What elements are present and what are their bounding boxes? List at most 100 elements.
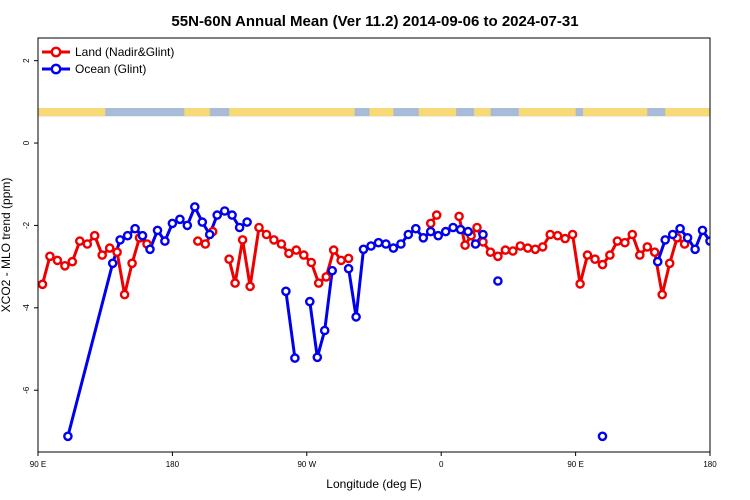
land-point bbox=[67, 256, 78, 267]
land-point bbox=[560, 233, 570, 244]
land-point bbox=[523, 243, 533, 253]
y-tick-label: -2 bbox=[22, 221, 31, 229]
land-point bbox=[597, 259, 608, 270]
ocean-point bbox=[366, 241, 376, 251]
ocean-point bbox=[705, 236, 710, 246]
ocean-point bbox=[242, 217, 252, 227]
y-tick-label: 0 bbox=[22, 140, 31, 145]
land-point bbox=[112, 247, 122, 257]
ocean-point bbox=[281, 286, 291, 297]
ocean-point bbox=[690, 244, 700, 255]
land-point bbox=[261, 229, 272, 240]
x-tick-label: 90 W bbox=[297, 460, 316, 469]
land-point bbox=[127, 258, 137, 269]
land-point bbox=[89, 230, 100, 241]
ocean-point bbox=[204, 229, 215, 240]
ocean-point bbox=[478, 229, 488, 240]
land-point bbox=[612, 236, 623, 246]
ocean-line-0 bbox=[66, 205, 249, 438]
ocean-point bbox=[130, 223, 140, 234]
ocean-point bbox=[682, 232, 693, 243]
land-point bbox=[635, 250, 645, 260]
band-land-8 bbox=[665, 108, 710, 117]
ocean-point bbox=[396, 239, 406, 249]
band-land-1 bbox=[184, 108, 210, 117]
land-point bbox=[575, 279, 585, 289]
ocean-point bbox=[290, 353, 300, 363]
y-axis: 2 0 -2 -4 -6 bbox=[22, 58, 38, 394]
land-point bbox=[38, 279, 48, 290]
ocean-point bbox=[160, 236, 170, 246]
x-tick-label: 90 E bbox=[567, 460, 583, 469]
ocean-point bbox=[197, 217, 208, 227]
ocean-point bbox=[403, 229, 414, 240]
x-tick-label: 180 bbox=[703, 460, 717, 469]
band-land-7 bbox=[583, 108, 648, 117]
ocean-point bbox=[351, 312, 361, 322]
land-point bbox=[313, 278, 324, 288]
x-tick-label: 180 bbox=[166, 460, 180, 469]
land-point bbox=[276, 239, 287, 249]
land-point bbox=[328, 245, 339, 255]
legend-land-label: Land (Nadir&Glint) bbox=[75, 45, 174, 59]
ocean-line-2 bbox=[308, 269, 334, 359]
y-tick-label: 2 bbox=[22, 58, 31, 63]
ocean-point bbox=[189, 202, 200, 212]
ocean-point bbox=[455, 224, 466, 235]
ocean-point bbox=[227, 210, 237, 220]
land-point bbox=[45, 251, 55, 262]
x-tick-label: 90 E bbox=[30, 460, 46, 469]
land-point bbox=[530, 244, 541, 255]
x-axis: 90 E 180 90 W 0 90 E 180 bbox=[30, 452, 717, 469]
land-point bbox=[119, 289, 130, 300]
land-point bbox=[104, 243, 115, 253]
ocean-point bbox=[167, 218, 178, 229]
land-point bbox=[298, 250, 309, 260]
land-point bbox=[237, 235, 248, 245]
ocean-point bbox=[493, 276, 503, 286]
band-land-3 bbox=[369, 108, 394, 117]
land-point bbox=[493, 251, 503, 262]
ocean-point bbox=[327, 265, 338, 276]
x-tick-label: 0 bbox=[439, 460, 444, 469]
chart-title: 55N-60N Annual Mean (Ver 11.2) 2014-09-0… bbox=[171, 13, 578, 30]
land-point bbox=[284, 248, 294, 259]
land-point bbox=[500, 245, 511, 255]
ocean-point bbox=[145, 244, 155, 255]
series-points bbox=[38, 202, 721, 442]
land-point bbox=[336, 255, 346, 266]
land-point bbox=[627, 229, 638, 240]
land-point bbox=[82, 239, 93, 249]
ocean-point bbox=[373, 237, 384, 248]
ocean-point bbox=[175, 214, 185, 225]
land-point bbox=[306, 257, 317, 268]
ocean-point bbox=[219, 206, 230, 216]
ocean-point bbox=[470, 239, 481, 249]
land-point bbox=[192, 236, 203, 246]
ocean-point bbox=[137, 230, 148, 241]
ocean-point bbox=[319, 325, 330, 336]
ocean-point bbox=[152, 225, 163, 236]
land-point bbox=[552, 230, 563, 241]
ocean-point bbox=[388, 243, 399, 253]
land-point bbox=[52, 255, 63, 266]
ocean-point bbox=[410, 223, 421, 234]
ocean-point bbox=[714, 220, 721, 227]
legend-ocean-marker bbox=[50, 63, 62, 75]
y-axis-label: XCO2 - MLO trend (ppm) bbox=[0, 178, 13, 313]
ocean-point bbox=[122, 230, 133, 241]
land-point bbox=[590, 254, 600, 265]
ocean-point bbox=[440, 226, 451, 237]
ocean-point bbox=[358, 244, 369, 255]
land-point bbox=[620, 237, 630, 248]
land-point bbox=[472, 222, 482, 233]
land-point bbox=[515, 241, 526, 251]
land-point bbox=[431, 210, 442, 220]
land-point bbox=[75, 236, 85, 246]
ocean-point bbox=[418, 232, 429, 243]
ocean-line-1 bbox=[284, 289, 297, 360]
plot-frame bbox=[37, 37, 711, 453]
land-point bbox=[343, 253, 354, 264]
land-point bbox=[454, 211, 464, 222]
land-point bbox=[254, 222, 264, 233]
